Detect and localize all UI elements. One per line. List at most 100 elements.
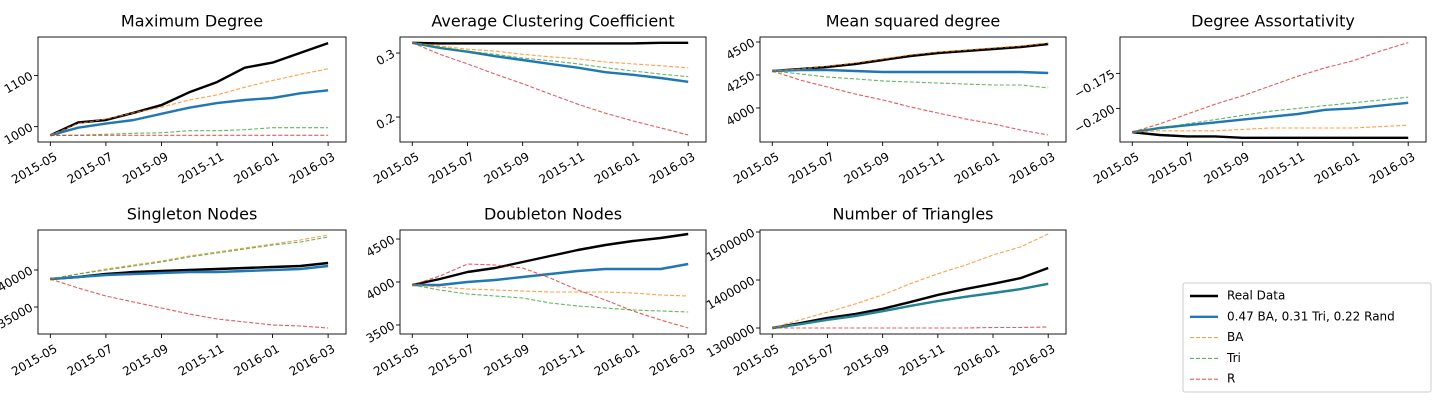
x-tick-label: 2015-11 [537,150,587,187]
subplot-title: Number of Triangles [832,205,993,224]
x-tick-label: 2015-07 [786,342,836,379]
y-tick-label: 4500 [364,233,397,260]
series-line [1132,96,1409,133]
series-line [1132,130,1409,140]
series-line [412,42,689,78]
legend-label: 0.47 BA, 0.31 Tri, 0.22 Rand [1227,309,1395,323]
series-line [1132,101,1409,134]
x-tick-label: 2015-11 [1257,150,1307,187]
subplot: Average Clustering Coefficient 0.2 0.3 2015… [371,12,707,187]
x-tick-label: 2015-09 [120,342,170,379]
series-line [412,263,689,329]
x-tick-label: 2015-07 [65,150,115,187]
axes-frame [399,229,707,335]
x-tick-label: 2015-09 [481,342,531,379]
series-line [412,284,689,297]
x-tick-label: 2015-07 [786,150,836,187]
y-tick-label: 1100 [2,69,35,96]
x-tick-label: 2016-01 [592,342,642,379]
y-tick-label: 1500000 [704,226,757,265]
x-tick-label: 2015-05 [371,342,421,379]
y-tick-label: 3500 [364,318,397,345]
series-line [1132,124,1409,133]
legend-label: Real Data [1227,289,1285,303]
series-line [772,68,1049,75]
series-line [772,70,1049,89]
x-tick-label: 2015-05 [9,150,59,187]
subplot-title: Maximum Degree [121,12,263,31]
series-line [772,70,1049,136]
y-tick-label: 35000 [0,301,35,332]
series-line [412,232,689,287]
x-tick-label: 2016-03 [287,342,337,379]
x-tick-label: 2016-03 [1367,150,1417,187]
axes-frame [37,36,347,143]
x-tick-label: 2016-01 [231,342,281,379]
y-tick-label: 1300000 [704,322,757,361]
y-tick-label: 1000 [2,120,35,147]
y-tick-label: −0.200 [1072,102,1117,136]
y-tick-label: 4500 [724,36,757,63]
axes-frame [399,36,707,143]
subplot-title: Degree Assortativity [1191,12,1355,31]
y-tick-label: 4000 [364,276,397,303]
series-line [412,42,689,69]
x-tick-label: 2016-03 [287,150,337,187]
x-tick-label: 2016-01 [231,150,281,187]
x-tick-label: 2016-03 [1007,342,1057,379]
legend-label: Tri [1226,351,1241,365]
legend-label: R [1227,372,1235,386]
subplot-title: Average Clustering Coefficient [431,12,674,31]
x-tick-label: 2015-11 [897,150,947,187]
x-tick-label: 2015-05 [9,342,59,379]
axes-frame [1119,36,1427,143]
x-tick-label: 2015-11 [897,342,947,379]
x-tick-label: 2016-01 [952,342,1002,379]
series-line [50,264,329,281]
series-line [772,42,1049,73]
series-line [50,127,329,136]
series-line [412,42,689,136]
subplot: Number of Triangles 1300000 1400000 1500000… [704,205,1067,379]
x-tick-label: 2015-09 [1201,150,1251,187]
axes-frame [759,229,1067,335]
y-tick-label: 1400000 [704,274,757,313]
series-line [772,266,1049,330]
series-line [50,234,329,280]
series-line [772,283,1049,329]
x-tick-label: 2015-09 [841,150,891,187]
x-tick-label: 2016-01 [952,150,1002,187]
x-tick-label: 2015-05 [1091,150,1141,187]
x-tick-label: 2015-11 [537,342,587,379]
series-line [50,68,329,136]
x-tick-label: 2015-05 [371,150,421,187]
series-line [1132,42,1409,133]
series-line [412,41,689,45]
x-tick-label: 2015-09 [120,150,170,187]
x-tick-label: 2016-01 [592,150,642,187]
y-tick-label: 4000 [724,101,757,128]
axes-frame [759,36,1067,143]
legend-label: BA [1227,330,1244,344]
x-tick-label: 2015-07 [1146,150,1196,187]
x-tick-label: 2015-07 [426,150,476,187]
subplot-title: Singleton Nodes [127,205,258,224]
x-tick-label: 2016-01 [1312,150,1362,187]
series-line [412,41,689,83]
y-tick-label: 0.2 [374,111,398,133]
axes-frame [37,229,347,335]
y-tick-label: 4250 [724,68,757,95]
series-line [772,326,1049,329]
series-line [50,278,329,329]
x-tick-label: 2015-11 [176,150,226,187]
y-tick-label: 40000 [0,264,35,295]
y-tick-label: −0.175 [1072,67,1117,101]
y-tick-label: 0.3 [374,47,398,69]
subplot-title: Mean squared degree [826,12,1001,31]
x-tick-label: 2015-05 [731,150,781,187]
x-tick-label: 2016-03 [1007,150,1057,187]
